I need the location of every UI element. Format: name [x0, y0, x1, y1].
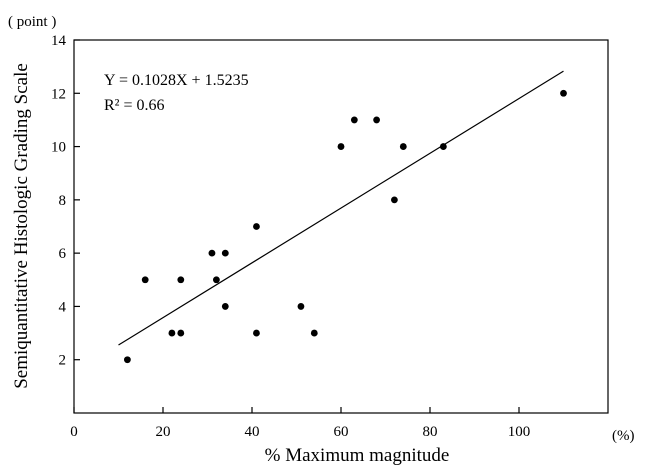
data-point	[141, 276, 149, 284]
data-point	[253, 329, 260, 337]
data-point	[177, 329, 185, 337]
data-point	[221, 249, 229, 257]
data-point	[399, 143, 407, 150]
data-point	[168, 329, 176, 337]
y-axis-title: Semiquantitative Histologic Grading Scal…	[11, 63, 32, 389]
y-tick-label: 8	[59, 193, 67, 209]
regression-equation: Y = 0.1028X + 1.5235	[104, 72, 249, 89]
x-tick-label: 40	[245, 424, 260, 440]
data-point	[297, 303, 305, 310]
y-tick-label: 10	[51, 140, 66, 156]
data-point	[208, 249, 216, 257]
x-axis-ticks: 0 20 40 60 80 100	[70, 407, 530, 440]
data-point	[124, 356, 131, 364]
plot-frame	[73, 39, 609, 414]
plot-border	[73, 39, 609, 414]
y-tick-label: 12	[51, 86, 66, 102]
x-tick-label: 20	[156, 424, 171, 440]
y-tick-label: 6	[59, 246, 67, 262]
data-point	[221, 303, 229, 310]
y-axis-ticks: 2 4 6 8 10 12 14	[51, 33, 80, 369]
data-point	[177, 276, 185, 284]
x-tick-label: 0	[70, 424, 78, 440]
data-points	[124, 89, 567, 364]
regression-line-group	[118, 70, 564, 346]
x-unit-label: (%)	[612, 428, 635, 444]
y-tick-label: 4	[59, 299, 67, 315]
data-point	[213, 276, 220, 284]
r-squared-label: R² = 0.66	[104, 97, 165, 114]
data-point	[560, 89, 567, 97]
data-point	[337, 143, 345, 150]
data-point	[391, 196, 398, 204]
y-tick-label: 14	[51, 33, 67, 49]
y-unit-label: ( point )	[8, 14, 56, 30]
data-point	[253, 223, 260, 230]
x-axis-title: % Maximum magnitude	[265, 445, 450, 466]
x-tick-label: 80	[423, 424, 438, 440]
x-tick-label: 60	[334, 424, 349, 440]
data-point	[439, 143, 447, 150]
x-tick-label: 100	[508, 424, 531, 440]
y-tick-label: 2	[59, 353, 67, 369]
data-point	[373, 116, 380, 124]
regression-line	[118, 70, 564, 346]
data-point	[350, 116, 358, 124]
data-point	[310, 329, 318, 337]
